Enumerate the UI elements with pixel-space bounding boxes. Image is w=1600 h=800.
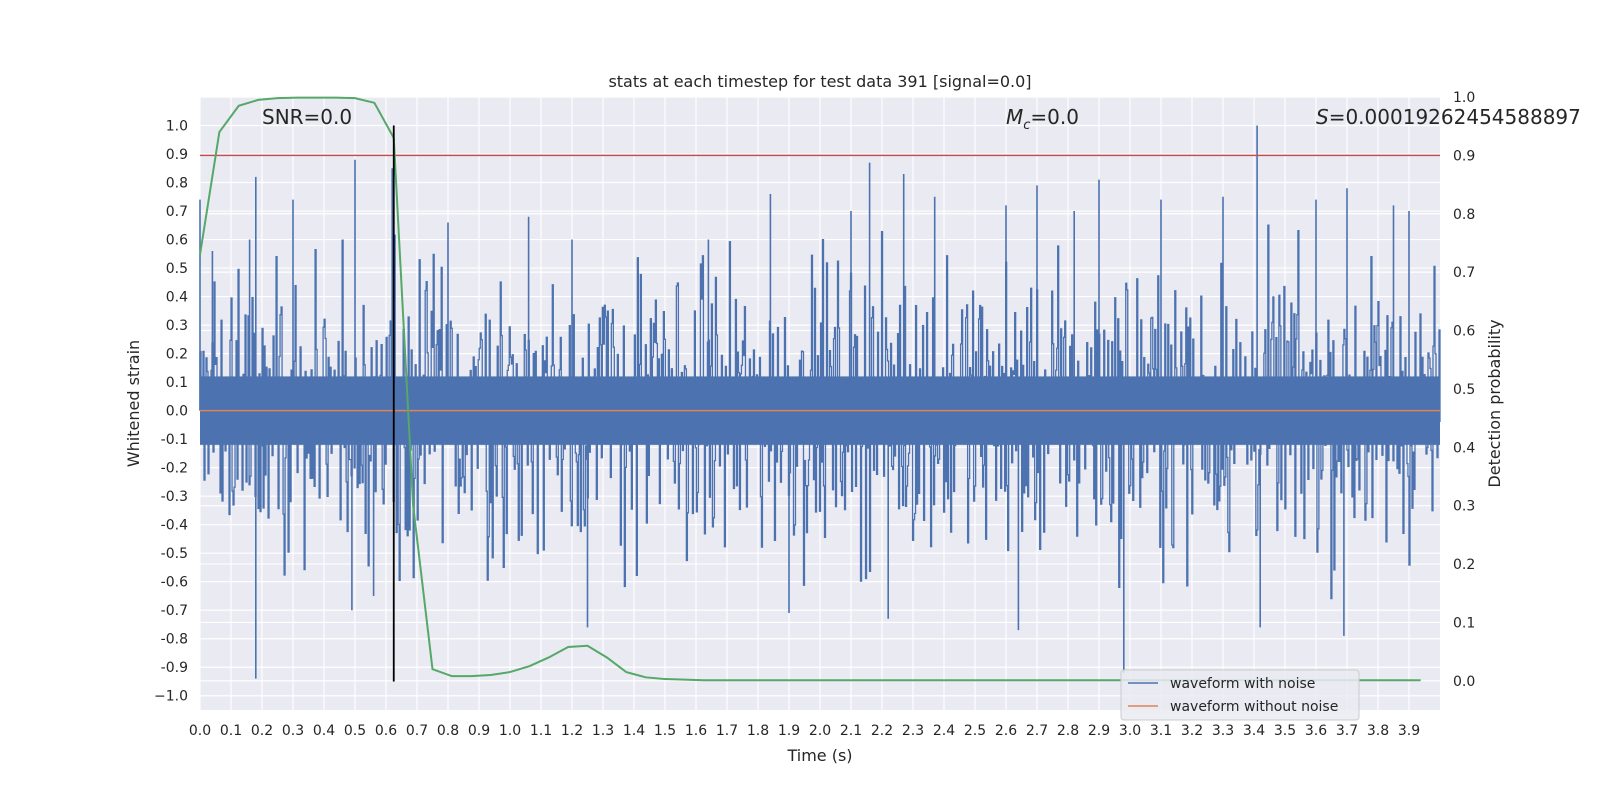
legend-entry-waveform-with-noise: waveform with noise <box>1170 676 1315 692</box>
y-tick-label: -0.5 <box>161 546 188 562</box>
x-tick-label: 0.2 <box>251 723 273 739</box>
s-value: =0.00019262454588897 <box>1329 105 1581 129</box>
y-tick-label: 0.8 <box>166 176 188 192</box>
legend: waveform with noise waveform without noi… <box>1120 669 1360 721</box>
y2-axis-ticks: 1.0 0.9 0.8 0.7 0.6 0.5 0.4 0.3 0.2 0.1 0.0 <box>1453 90 1475 690</box>
x-tick-label: 0.7 <box>406 723 428 739</box>
y-tick-label: -0.6 <box>161 575 188 591</box>
y-tick-label: 0.9 <box>166 147 188 163</box>
y2-tick-label: 0.7 <box>1453 265 1475 281</box>
y-tick-label: 1.0 <box>166 119 188 135</box>
y2-tick-label: 0.5 <box>1453 382 1475 398</box>
x-tick-label: 1.9 <box>778 723 800 739</box>
y2-tick-label: 0.9 <box>1453 148 1475 164</box>
y2-tick-label: 0.3 <box>1453 499 1475 515</box>
legend-box <box>1120 669 1360 721</box>
mc-annotation: Mc=0.0 <box>1006 105 1079 133</box>
y-tick-label: -0.9 <box>161 660 188 676</box>
y2-tick-label: 0.1 <box>1453 615 1475 631</box>
y-tick-label: 0.5 <box>166 261 188 277</box>
snr-annotation: SNR=0.0 <box>262 105 352 129</box>
x-tick-label: 2.7 <box>1026 723 1048 739</box>
x-tick-label: 0.9 <box>468 723 490 739</box>
x-tick-label: 2.2 <box>871 723 893 739</box>
y-tick-label: -0.8 <box>161 632 188 648</box>
legend-entry-waveform-without-noise: waveform without noise <box>1170 699 1338 715</box>
x-tick-label: 1.8 <box>747 723 769 739</box>
y-tick-label: -0.2 <box>161 461 188 477</box>
y2-tick-label: 0.2 <box>1453 557 1475 573</box>
x-axis-label: Time (s) <box>786 746 852 765</box>
x-tick-label: 2.4 <box>933 723 955 739</box>
series-lines <box>199 96 1440 682</box>
x-tick-label: 3.1 <box>1150 723 1172 739</box>
x-tick-label: 1.3 <box>592 723 614 739</box>
x-tick-label: 0.0 <box>189 723 211 739</box>
y-tick-label: 0.0 <box>166 404 188 420</box>
x-tick-label: 1.5 <box>654 723 676 739</box>
x-tick-label: 1.6 <box>685 723 707 739</box>
x-tick-label: 3.7 <box>1336 723 1358 739</box>
x-tick-label: 0.1 <box>220 723 242 739</box>
x-tick-label: 1.7 <box>716 723 738 739</box>
x-tick-label: 3.6 <box>1305 723 1327 739</box>
x-tick-label: 3.0 <box>1119 723 1141 739</box>
x-tick-label: 1.1 <box>530 723 552 739</box>
x-tick-label: 0.8 <box>437 723 459 739</box>
chart-title: stats at each timestep for test data 391… <box>608 72 1031 91</box>
y-tick-label: 0.1 <box>166 375 188 391</box>
y2-axis-label: Detection probability <box>1485 319 1504 487</box>
x-tick-label: 2.0 <box>809 723 831 739</box>
x-tick-label: 0.3 <box>282 723 304 739</box>
y-tick-label: −1.0 <box>154 689 188 705</box>
x-tick-label: 3.5 <box>1274 723 1296 739</box>
y-tick-label: 0.6 <box>166 233 188 249</box>
x-tick-label: 0.6 <box>375 723 397 739</box>
y-tick-label: 0.7 <box>166 204 188 220</box>
y-tick-label: 0.3 <box>166 318 188 334</box>
x-tick-label: 1.0 <box>499 723 521 739</box>
x-tick-label: 1.2 <box>561 723 583 739</box>
y2-tick-label: 0.4 <box>1453 440 1475 456</box>
y2-tick-label: 0.8 <box>1453 207 1475 223</box>
y-tick-label: -0.1 <box>161 432 188 448</box>
x-tick-label: 3.3 <box>1212 723 1234 739</box>
y-tick-label: -0.4 <box>161 518 188 534</box>
x-tick-label: 0.4 <box>313 723 335 739</box>
x-tick-label: 2.9 <box>1088 723 1110 739</box>
y2-tick-label: 0.6 <box>1453 324 1475 340</box>
y-tick-label: -0.3 <box>161 489 188 505</box>
x-tick-label: 2.1 <box>840 723 862 739</box>
y2-tick-label: 1.0 <box>1453 90 1475 106</box>
s-symbol: S <box>1316 105 1329 129</box>
x-tick-label: 1.4 <box>623 723 645 739</box>
series-detection-probability <box>199 96 1421 682</box>
x-tick-label: 3.4 <box>1243 723 1265 739</box>
y-axis-ticks: 1.0 0.9 0.8 0.7 0.6 0.5 0.4 0.3 0.2 0.1 0.0 -0.1 -0.… <box>154 119 188 705</box>
x-tick-label: 3.9 <box>1398 723 1420 739</box>
x-axis-ticks: 0.0 0.1 0.2 0.3 0.4 0.5 0.6 0.7 0.8 0.9 1.0 1.1 1.2 1… <box>189 723 1420 739</box>
x-tick-label: 3.8 <box>1367 723 1389 739</box>
x-tick-label: 0.5 <box>344 723 366 739</box>
x-tick-label: 2.6 <box>995 723 1017 739</box>
x-tick-label: 2.8 <box>1057 723 1079 739</box>
s-annotation: S=0.00019262454588897 <box>1316 105 1581 129</box>
mc-subscript: c <box>1023 118 1030 133</box>
y-tick-label: 0.2 <box>166 347 188 363</box>
y-tick-label: -0.7 <box>161 603 188 619</box>
x-tick-label: 3.2 <box>1181 723 1203 739</box>
x-tick-label: 2.3 <box>902 723 924 739</box>
mc-value: =0.0 <box>1030 105 1079 129</box>
x-tick-label: 2.5 <box>964 723 986 739</box>
mc-symbol: M <box>1006 105 1023 129</box>
y-axis-label: Whitened strain <box>124 340 143 467</box>
y2-tick-label: 0.0 <box>1453 674 1475 690</box>
y-tick-label: 0.4 <box>166 290 188 306</box>
